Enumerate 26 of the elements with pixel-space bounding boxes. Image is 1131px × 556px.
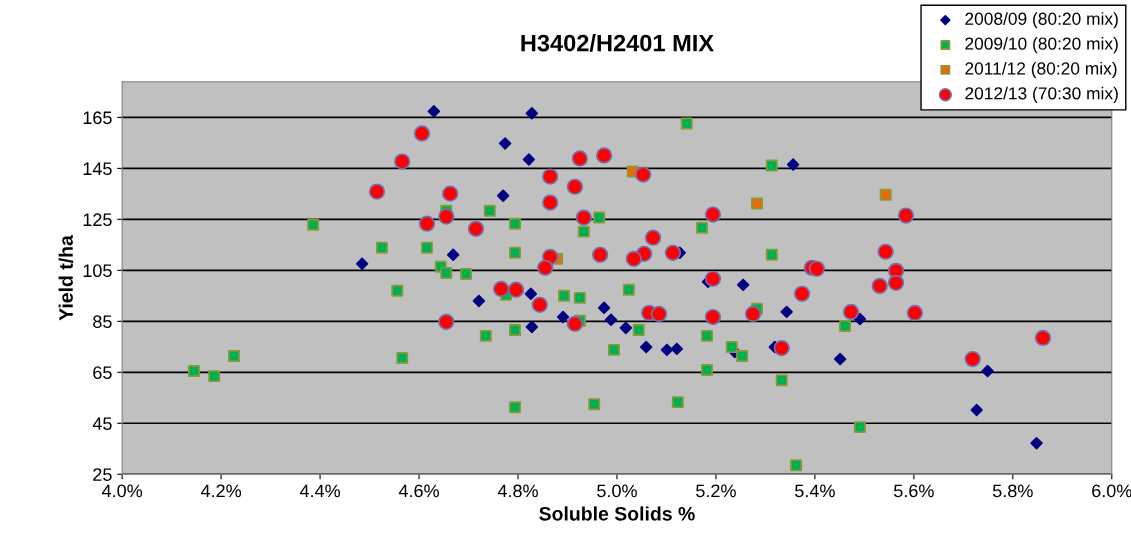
y-tick-label: 125 (83, 213, 112, 227)
y-tick-label: 25 (93, 468, 112, 481)
chart-title: H3402/H2401 MIX (521, 34, 714, 52)
y-tick-label: 45 (92, 417, 112, 431)
y-tick-label: 85 (93, 315, 112, 329)
x-tick-label: 6.0% (1092, 484, 1131, 498)
legend-label: 2011/12 (80:20 mix) (965, 61, 1117, 79)
x-tick-label: 5.0% (597, 484, 637, 498)
x-axis-title: Soluble Solids % (539, 506, 695, 521)
y-tick-label: 105 (83, 264, 112, 278)
y-tick-label: 165 (83, 111, 112, 125)
x-tick-label: 5.8% (992, 484, 1033, 498)
x-tick-label: 5.4% (795, 484, 835, 498)
x-tick-label: 4.0% (101, 484, 143, 498)
legend-label: 2012/13 (70:30 mix) (965, 86, 1118, 103)
x-tick-label: 4.8% (497, 484, 538, 498)
x-tick-label: 5.6% (893, 484, 934, 498)
legend-label: 2009/10 (80:20 mix) (965, 37, 1118, 54)
legend-label: 2008/09 (80:20 mix) (965, 12, 1118, 29)
x-tick-label: 4.6% (398, 484, 439, 498)
x-tick-label: 4.2% (200, 484, 242, 498)
x-tick-label: 4.4% (299, 484, 341, 498)
x-tick-label: 5.2% (696, 484, 736, 498)
y-tick-label: 65 (93, 366, 112, 380)
y-tick-label: 145 (83, 162, 112, 176)
y-axis-title: Yield t/ha (58, 235, 74, 321)
